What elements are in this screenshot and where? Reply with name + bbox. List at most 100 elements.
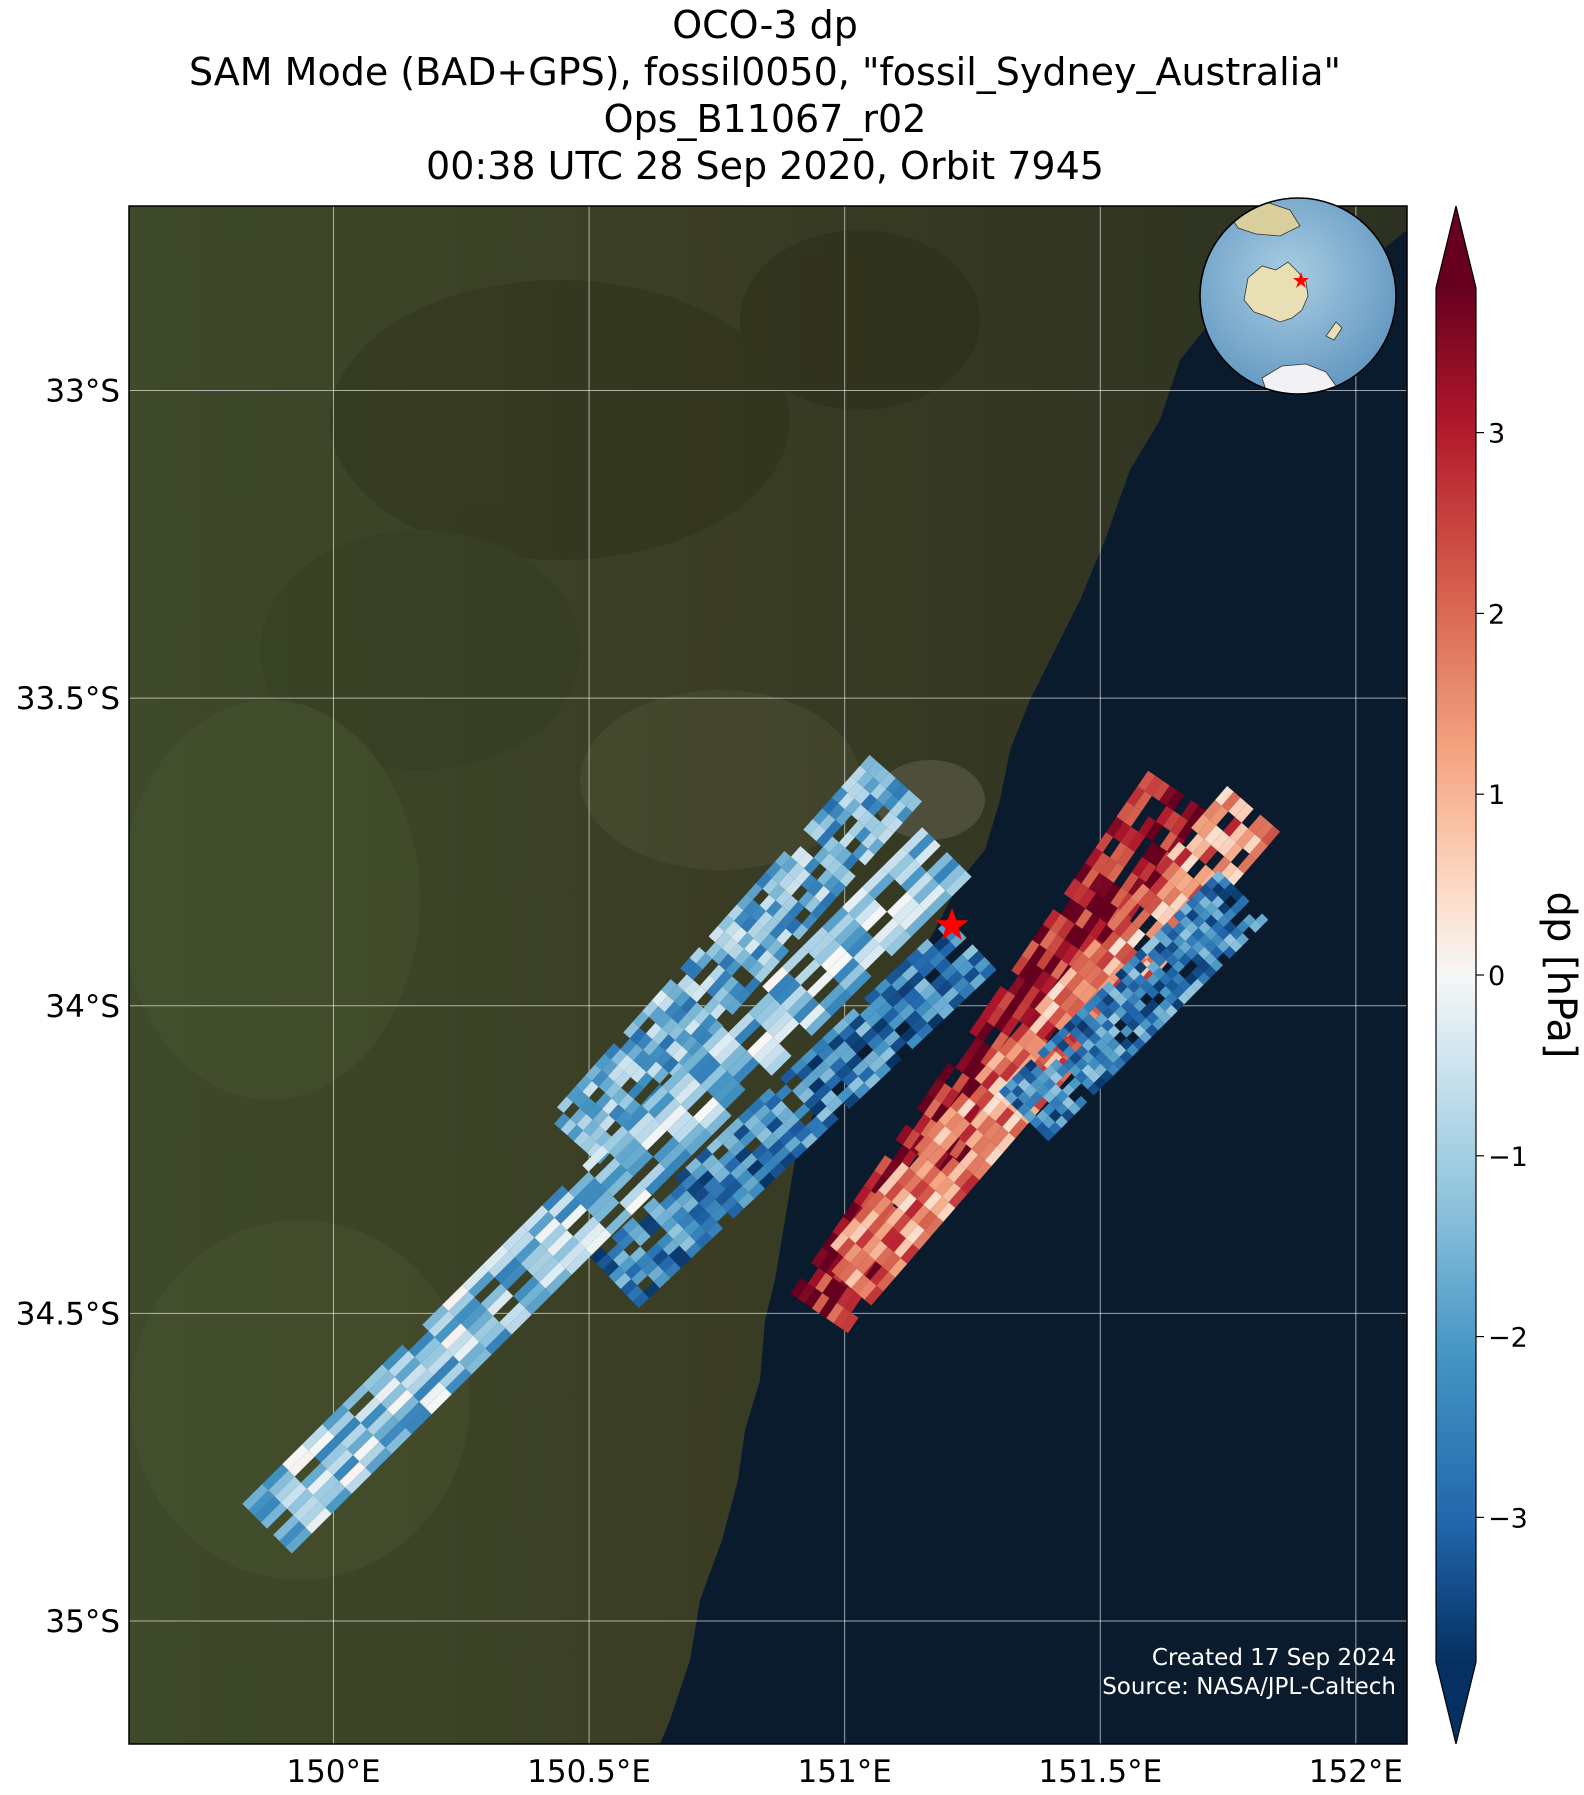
swath-cell bbox=[589, 1125, 606, 1142]
swath-cell bbox=[1102, 956, 1122, 977]
swath-cell bbox=[980, 1047, 998, 1068]
swath-cell bbox=[772, 1123, 789, 1140]
swath-cell bbox=[906, 1033, 923, 1050]
swath-cell bbox=[1180, 853, 1199, 873]
swath-cell bbox=[1186, 909, 1199, 922]
swath-cell bbox=[765, 1094, 782, 1111]
swath-cell bbox=[608, 1104, 625, 1121]
swath-cell bbox=[874, 1221, 893, 1241]
swath-cell bbox=[763, 916, 780, 934]
credit-created: Created 17 Sep 2024 bbox=[1152, 1645, 1396, 1671]
swath-cell bbox=[1109, 842, 1128, 863]
swath-cell bbox=[427, 1349, 454, 1376]
swath-cell bbox=[617, 1233, 635, 1250]
swath-cell bbox=[975, 1090, 995, 1110]
swath-cell bbox=[1075, 1057, 1088, 1071]
swath-cell bbox=[960, 1174, 980, 1194]
swath-cell bbox=[1152, 780, 1170, 801]
swath-cell bbox=[835, 1063, 853, 1080]
swath-cell bbox=[801, 1048, 818, 1065]
colorbar-tick-label: 2 bbox=[1488, 599, 1505, 630]
swath-cell bbox=[1024, 1071, 1037, 1085]
swath-cell bbox=[1054, 939, 1072, 960]
swath-cell bbox=[918, 961, 935, 978]
swath-cell bbox=[628, 1112, 655, 1139]
swath-cell bbox=[1205, 889, 1219, 903]
swath-cell bbox=[1010, 1022, 1030, 1043]
swath-cell bbox=[620, 1038, 637, 1055]
swath-cell bbox=[703, 1176, 720, 1193]
swath-cell bbox=[965, 1037, 984, 1058]
swath-cell bbox=[1230, 926, 1243, 940]
swath-cell bbox=[1107, 1025, 1121, 1038]
swath-cell bbox=[785, 879, 802, 896]
swath-cell bbox=[1121, 948, 1140, 968]
swath-cell bbox=[815, 1272, 833, 1293]
swath-cell bbox=[838, 1024, 856, 1041]
swath-cell bbox=[637, 1072, 654, 1089]
swath-cell bbox=[499, 1302, 526, 1329]
swath-cell bbox=[607, 1170, 634, 1197]
swath-cell bbox=[1023, 1110, 1037, 1123]
swath-cell bbox=[1041, 1000, 1060, 1021]
swath-cell bbox=[359, 1441, 386, 1468]
swath-cell bbox=[896, 806, 913, 823]
swath-cell bbox=[1172, 947, 1186, 961]
swath-cell bbox=[1024, 1084, 1037, 1098]
swath-cell bbox=[891, 1187, 911, 1208]
swath-cell bbox=[756, 911, 773, 928]
target-star-icon bbox=[935, 908, 969, 941]
swath-cell bbox=[658, 1255, 675, 1272]
swath-cell bbox=[969, 973, 986, 990]
swath-cell bbox=[1023, 1034, 1043, 1054]
swath-cell bbox=[685, 1157, 702, 1174]
swath-cell bbox=[816, 830, 833, 848]
swath-cell bbox=[872, 1195, 892, 1216]
swath-cell bbox=[857, 1280, 877, 1300]
swath-cell bbox=[958, 983, 976, 1000]
swath-cell bbox=[699, 1103, 726, 1130]
swath-cell bbox=[645, 1169, 672, 1196]
swath-cell bbox=[876, 1001, 893, 1018]
swath-cell bbox=[1145, 1024, 1159, 1037]
swath-cell bbox=[1029, 1014, 1048, 1035]
swath-cell bbox=[691, 1164, 708, 1181]
swath-cell bbox=[898, 1004, 916, 1021]
swath-cell bbox=[775, 889, 792, 907]
swath-cell bbox=[957, 1098, 976, 1118]
swath-cell bbox=[1198, 908, 1212, 922]
swath-cell bbox=[1116, 801, 1135, 822]
swath-cell bbox=[1165, 979, 1179, 992]
swath-cell bbox=[1113, 821, 1131, 843]
swath-cell bbox=[748, 1097, 765, 1115]
swath-cell bbox=[775, 1084, 793, 1101]
swath-cell bbox=[1117, 847, 1135, 868]
swath-cell bbox=[801, 1132, 818, 1149]
swath-cell bbox=[619, 1256, 636, 1273]
swath-cell bbox=[667, 1110, 694, 1137]
swath-cell bbox=[719, 1083, 746, 1110]
swath-cell bbox=[813, 847, 830, 864]
swath-cell bbox=[719, 992, 736, 1010]
swath-cell bbox=[1159, 947, 1173, 961]
swath-cell bbox=[1095, 1000, 1109, 1013]
swath-cell bbox=[1039, 929, 1058, 950]
swath-cell bbox=[1203, 800, 1222, 820]
title-line-1: OCO-3 dp bbox=[672, 3, 858, 47]
swath-cell bbox=[757, 949, 774, 967]
swath-cell bbox=[1106, 862, 1125, 883]
swath-cell bbox=[590, 1247, 608, 1264]
swath-cell bbox=[790, 1058, 808, 1075]
swath-cell bbox=[1101, 1006, 1115, 1020]
swath-cell bbox=[841, 1070, 859, 1087]
swath-cell bbox=[820, 852, 836, 870]
swath-cell bbox=[674, 1078, 701, 1105]
swath-cell bbox=[680, 996, 697, 1013]
swath-cell bbox=[1095, 987, 1109, 1001]
swath-cell bbox=[649, 1203, 666, 1221]
swath-cell bbox=[1149, 846, 1167, 867]
swath-cell bbox=[1197, 959, 1211, 973]
swath-cell bbox=[565, 1248, 592, 1275]
swath-cell bbox=[1120, 1037, 1133, 1051]
swath-cell bbox=[724, 1156, 741, 1174]
